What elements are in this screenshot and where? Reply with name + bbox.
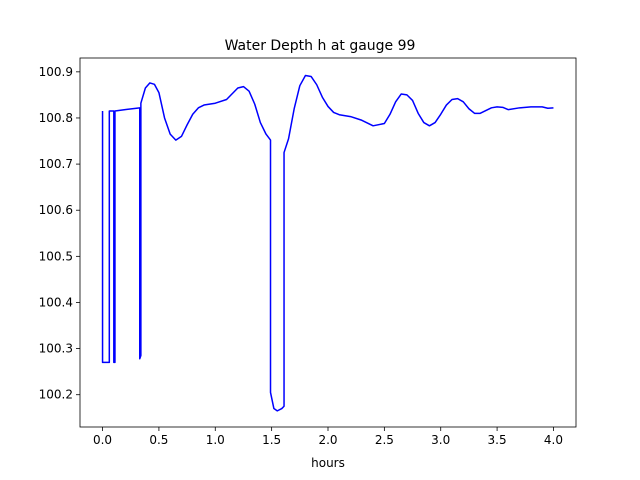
- plot-area: 0.0 0.5 1.0 1.5 2.0 2.5 3.0 3.5 4.0 100.2 100.3 100…: [39, 57, 577, 447]
- series-line-0: [101, 74, 554, 412]
- y-tick-label: 100.5: [39, 249, 73, 263]
- x-tick-label: 0.5: [149, 433, 168, 447]
- x-tick-label: 1.0: [206, 433, 225, 447]
- x-tick-label: 0.0: [93, 433, 112, 447]
- y-tick-label: 100.7: [39, 157, 73, 171]
- y-tick-label: 100.2: [39, 388, 73, 402]
- y-tick-label: 100.4: [39, 295, 73, 309]
- y-tick-label: 100.6: [39, 203, 73, 217]
- y-tick-label: 100.3: [39, 342, 73, 356]
- x-tick-label: 2.0: [318, 433, 337, 447]
- y-tick-label: 100.8: [39, 111, 73, 125]
- x-tick-label: 1.5: [262, 433, 281, 447]
- x-axis-label: hours: [311, 456, 345, 470]
- x-tick-label: 2.5: [375, 433, 394, 447]
- x-tick-label: 3.0: [431, 433, 450, 447]
- chart-title: Water Depth h at gauge 99: [225, 38, 416, 54]
- x-tick-label: 3.5: [488, 433, 507, 447]
- x-tick-label: 4.0: [544, 433, 563, 447]
- y-tick-label: 100.9: [39, 65, 73, 79]
